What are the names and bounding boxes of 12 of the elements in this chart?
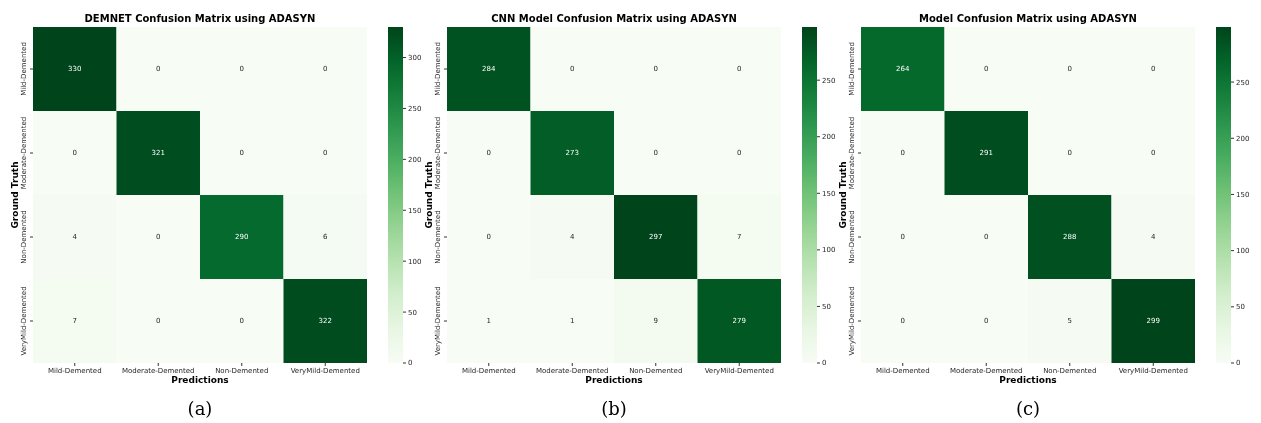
y-axis-title: Ground Truth	[10, 161, 20, 229]
x-axis-title: Predictions	[999, 375, 1057, 385]
chart-title: CNN Model Confusion Matrix using ADASYN	[491, 13, 737, 24]
text: (b)	[601, 398, 627, 419]
x-axis-title: Predictions	[585, 375, 643, 385]
chart-title: DEMNET Confusion Matrix using ADASYN	[84, 13, 316, 24]
text: (c)	[1015, 398, 1041, 419]
chart-title: Model Confusion Matrix using ADASYN	[919, 13, 1137, 24]
x-axis-title: Predictions	[171, 375, 229, 385]
y-axis-title: Ground Truth	[838, 161, 848, 229]
y-axis-title: Ground Truth	[424, 161, 434, 229]
text: (a)	[187, 398, 213, 419]
